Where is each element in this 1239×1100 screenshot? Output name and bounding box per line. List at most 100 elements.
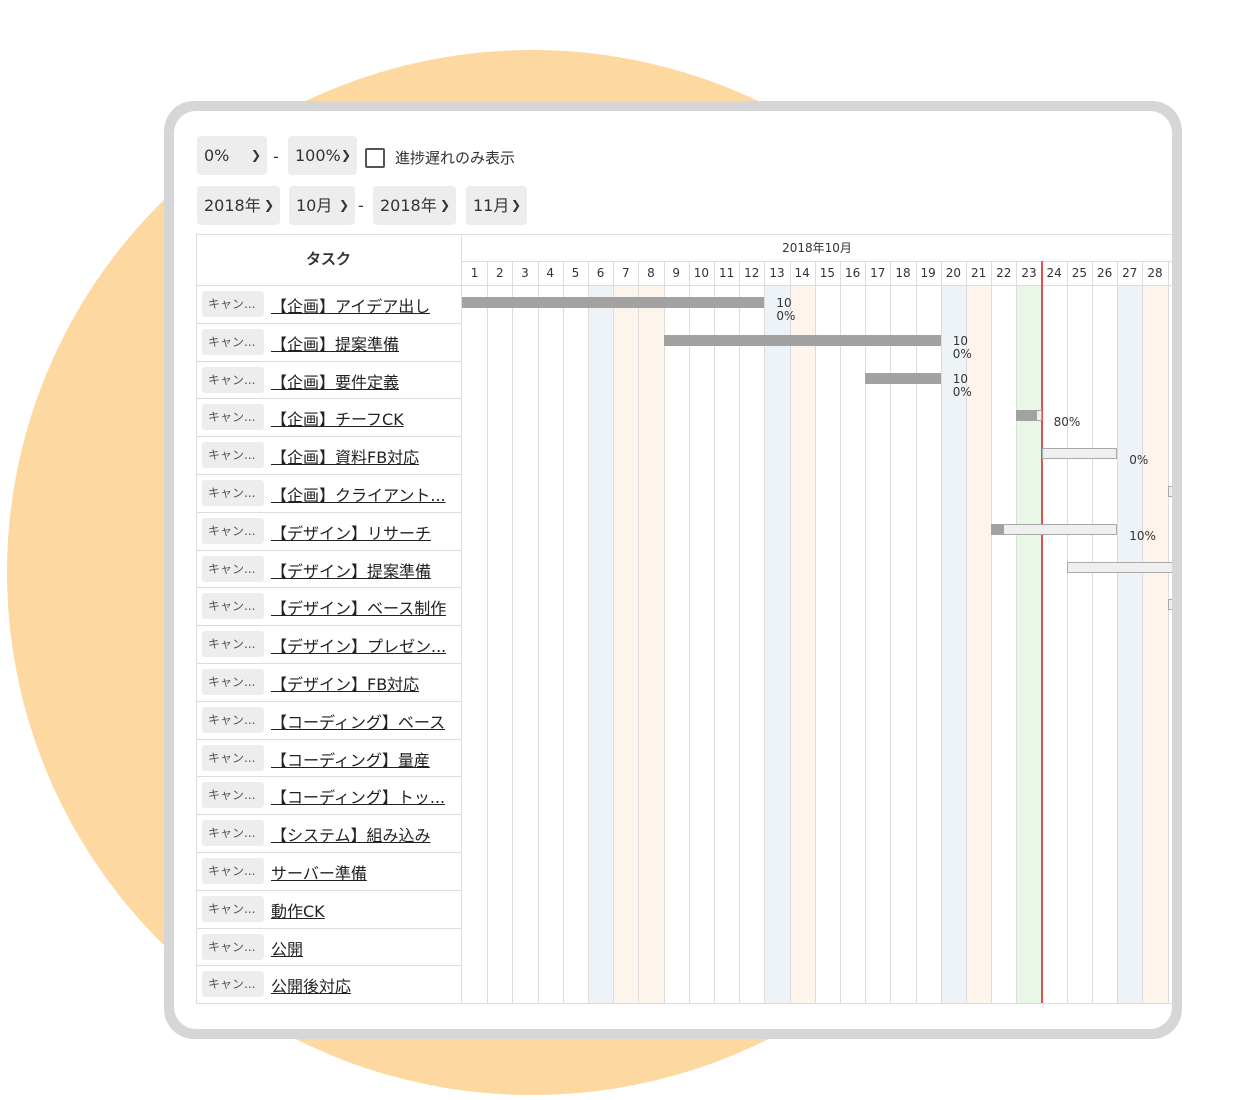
grid-line: [663, 261, 665, 1004]
task-name-link[interactable]: 【デザイン】提案準備: [271, 561, 432, 581]
cancel-button[interactable]: キャン...: [202, 706, 264, 733]
cancel-button[interactable]: キャン...: [202, 744, 264, 771]
grid-line: [991, 261, 993, 1004]
cancel-button[interactable]: キャン...: [202, 480, 264, 506]
month-from-select[interactable]: 10月 ❯: [289, 186, 355, 225]
grid-line: [562, 261, 564, 1004]
progress-to-select[interactable]: 100% ❯: [288, 136, 357, 175]
task-name-link[interactable]: 公開後対応: [271, 977, 352, 997]
task-bar[interactable]: [865, 372, 941, 384]
cancel-button[interactable]: キャン...: [202, 631, 264, 658]
task-name-link[interactable]: 【デザイン】リサーチ: [271, 523, 432, 543]
task-bar[interactable]: [1167, 486, 1172, 497]
task-column-header: タスク: [305, 250, 351, 268]
task-bar[interactable]: [1167, 599, 1172, 611]
task-name-link[interactable]: 【企画】アイデア出し: [271, 297, 431, 316]
grid-line: [196, 549, 462, 551]
grid-line: [588, 261, 589, 1004]
day-header-3: 3: [521, 266, 529, 280]
month-from-value: 10月: [296, 196, 333, 215]
day-header-15: 15: [819, 266, 836, 280]
cancel-button[interactable]: キャン...: [202, 820, 264, 847]
sunday-column: [1142, 285, 1168, 1003]
saturday-column: [764, 285, 790, 1003]
cancel-button[interactable]: キャン...: [202, 442, 264, 469]
task-name-link[interactable]: サーバー準備: [271, 864, 367, 883]
delayed-only-label[interactable]: 進捗遅れのみ表示: [395, 149, 516, 167]
grid-line: [915, 261, 917, 1004]
day-header-25: 25: [1071, 266, 1088, 280]
task-name-link[interactable]: 公開: [271, 939, 304, 959]
task-name-link[interactable]: 【デザイン】プレゼン...: [271, 637, 447, 657]
grid-line: [196, 234, 197, 1004]
cancel-button[interactable]: キャン...: [202, 971, 264, 998]
day-header-23: 23: [1021, 266, 1037, 280]
task-name-link[interactable]: 【企画】クライアント...: [271, 486, 446, 505]
task-bar[interactable]: [462, 297, 765, 308]
grid-line: [196, 889, 462, 891]
grid-line: [613, 261, 615, 1004]
task-name-link[interactable]: 【デザイン】ベース制作: [271, 599, 447, 619]
day-header-16: 16: [844, 266, 861, 280]
day-header-18: 18: [895, 266, 911, 280]
grid-line: [196, 360, 462, 362]
month-to-select[interactable]: 11月 ❯: [466, 186, 527, 225]
cancel-button[interactable]: キャン...: [202, 782, 264, 809]
day-header-4: 4: [546, 266, 554, 280]
task-bar[interactable]: [991, 523, 1118, 535]
gantt-panel: 0% ❯ - 100% ❯ 進捗遅れのみ表示 2018年 ❯ 10月 ❯ - 2…: [174, 111, 1172, 1029]
cancel-button[interactable]: キャン...: [202, 858, 264, 884]
task-name-link[interactable]: 【企画】資料FB対応: [271, 448, 420, 468]
grid-line: [196, 436, 462, 438]
cancel-button[interactable]: キャン...: [202, 895, 264, 922]
grid-line: [865, 261, 867, 1004]
progress-from-value: 0%: [204, 146, 230, 165]
delayed-only-checkbox[interactable]: [365, 148, 385, 168]
task-name-link[interactable]: 【コーディング】量産: [271, 750, 430, 770]
saturday-column: [1117, 285, 1143, 1003]
task-name-link[interactable]: 動作CK: [271, 901, 325, 921]
cancel-button[interactable]: キャン...: [202, 366, 264, 393]
task-name-link[interactable]: 【企画】チーフCK: [271, 410, 404, 430]
task-name-link[interactable]: 【コーディング】ベース: [271, 712, 446, 732]
grid-line: [487, 261, 489, 1004]
cancel-button[interactable]: キャン...: [202, 593, 264, 620]
progress-from-select[interactable]: 0% ❯: [197, 136, 267, 175]
task-name-link[interactable]: 【デザイン】FB対応: [271, 675, 420, 694]
day-header-12: 12: [744, 266, 760, 280]
cancel-button[interactable]: キャン...: [202, 404, 264, 431]
sunday-column: [789, 285, 815, 1003]
grid-line: [1167, 261, 1169, 1004]
day-header-13: 13: [769, 266, 785, 280]
saturday-column: [588, 285, 614, 1003]
task-name-link[interactable]: 【システム】組み込み: [271, 826, 431, 846]
today-marker: [1040, 261, 1043, 1003]
cancel-button[interactable]: キャン...: [202, 517, 264, 544]
year-from-value: 2018年: [204, 196, 261, 215]
day-header-9: 9: [672, 266, 680, 280]
task-name-link[interactable]: 【コーディング】トッ...: [271, 788, 446, 808]
grid-line: [638, 261, 640, 1004]
saturday-column: [940, 285, 966, 1003]
grid-line: [196, 322, 462, 324]
grid-line: [196, 738, 462, 740]
grid-line: [461, 234, 462, 1004]
cancel-button[interactable]: キャン...: [202, 328, 264, 355]
task-name-link[interactable]: 【企画】要件定義: [271, 372, 400, 392]
cancel-button[interactable]: キャン...: [202, 669, 264, 695]
task-name-link[interactable]: 【企画】提案準備: [271, 334, 400, 354]
task-bar[interactable]: [1066, 561, 1172, 573]
cancel-button[interactable]: キャン...: [202, 555, 264, 582]
grid-line: [196, 511, 462, 513]
day-header-10: 10: [693, 266, 710, 280]
cancel-button[interactable]: キャン...: [202, 291, 264, 317]
cancel-button[interactable]: キャン...: [202, 933, 264, 960]
task-bar[interactable]: [1041, 448, 1118, 460]
task-bar[interactable]: [663, 334, 941, 346]
holiday-column: [638, 285, 664, 1003]
year-to-select[interactable]: 2018年 ❯: [373, 186, 456, 225]
year-from-select[interactable]: 2018年 ❯: [197, 186, 280, 225]
grid-line: [1117, 261, 1119, 1004]
grid-line: [196, 398, 462, 400]
grid-line: [196, 234, 1172, 235]
